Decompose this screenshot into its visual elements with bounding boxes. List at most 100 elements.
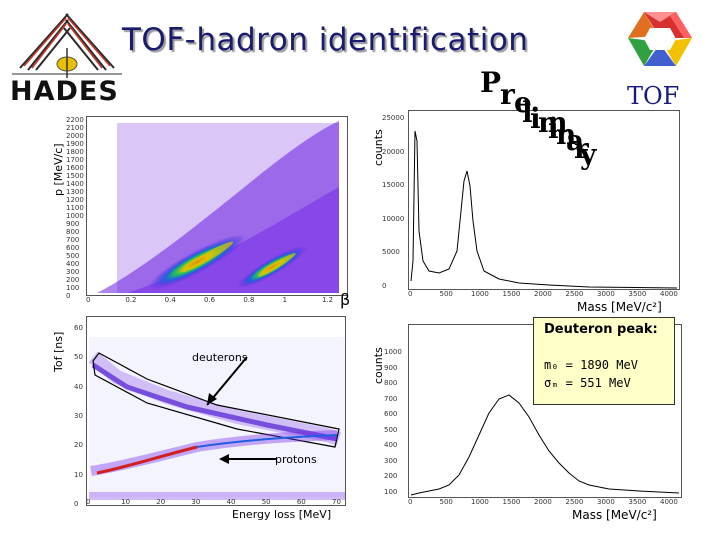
y-tick-label: 1000	[66, 212, 84, 220]
y-tick-label: 20	[74, 441, 83, 450]
x-tick-label: 3000	[597, 290, 615, 298]
y-tick-label: 1000	[384, 348, 402, 356]
x-tick-label: 500	[439, 498, 453, 506]
y-axis-label: p [MeV/c]	[52, 143, 65, 196]
x-tick-label: 3500	[628, 498, 647, 506]
y-tick-label: 800	[384, 379, 398, 388]
x-tick-label: 0.8	[243, 296, 255, 304]
x-tick-label: 0.2	[125, 296, 137, 304]
panel-tof-vs-energy-loss: Tof [ns] deuterons protons 60 50 40 30 20 10 0…	[50, 312, 350, 534]
y-tick-label: 50	[74, 353, 83, 362]
y-tick-label: 5000	[382, 248, 400, 257]
x-tick-label: 1500	[502, 498, 521, 506]
y-tick-label: 1400	[66, 180, 84, 188]
y-tick-label: 1100	[66, 204, 84, 212]
beta-momentum-scatter	[97, 121, 339, 293]
watermark-letter: P	[480, 66, 501, 99]
y-tick-label: 2000	[66, 132, 84, 140]
deuterons-label: deuterons	[192, 351, 248, 364]
deuteron-peak-info: Deuteron peak: m₀ = 1890 MeV σₘ = 551 Me…	[533, 317, 675, 405]
y-tick-label: 700	[384, 394, 398, 403]
x-tick-label: 50	[261, 498, 271, 506]
y-axis-label: Tof [ns]	[52, 331, 65, 372]
y-tick-label: 900	[66, 220, 80, 228]
plot-area: deuterons protons	[86, 316, 346, 506]
x-tick-label: 500	[439, 290, 453, 298]
info-sigma: σₘ = 551 MeV	[544, 376, 631, 390]
x-tick-label: 20	[156, 498, 166, 506]
y-tick-label: 1700	[66, 156, 84, 164]
panel-mass-histogram: counts 25000 20000 15000 10000 5000 0 0 500 100…	[372, 104, 682, 318]
x-tick-label: 4000	[660, 498, 678, 506]
x-tick-label: 0	[408, 290, 413, 298]
x-tick-label: 1000	[471, 290, 489, 298]
y-tick-label: 60	[74, 324, 83, 332]
tof-logo-text: TOF	[627, 82, 680, 110]
y-tick-label: 800	[66, 228, 80, 236]
y-tick-label: 2200	[66, 116, 84, 124]
y-tick-label: 2100	[66, 124, 84, 132]
info-mass: m₀ = 1890 MeV	[544, 358, 638, 372]
x-axis-label: β	[340, 290, 351, 309]
y-tick-label: 200	[66, 276, 80, 284]
x-axis-label: Mass [MeV/c²]	[577, 300, 662, 314]
y-tick-label: 1500	[66, 172, 84, 180]
x-tick-label: 3000	[597, 498, 615, 506]
x-tick-label: 60	[296, 498, 306, 506]
page-title: TOF-hadron identification	[122, 22, 529, 58]
mass-histogram-curve	[410, 130, 678, 289]
panel-momentum-vs-beta: p [MeV/c] 2200 2100 2000 1900 1800 1700 1600 15…	[50, 104, 350, 310]
x-tick-label: 30	[191, 498, 201, 506]
hades-emblem-icon	[12, 13, 122, 78]
y-tick-label: 10	[74, 470, 83, 479]
y-tick-label: 400	[66, 260, 80, 268]
deuteron-mass-histogram-curve	[410, 394, 680, 496]
y-tick-label: 10000	[382, 214, 405, 223]
y-tick-label: 900	[384, 363, 398, 372]
x-tick-label: 1.2	[322, 296, 334, 304]
x-tick-label: 70	[332, 498, 341, 506]
x-tick-label: 40	[226, 498, 236, 506]
y-tick-label: 1600	[66, 164, 84, 172]
tof-logo: TOF	[622, 8, 702, 110]
x-tick-label: 0.4	[164, 296, 176, 304]
tof-dedx-scatter	[88, 337, 345, 500]
x-axis-label: Mass [MeV/c²]	[572, 508, 657, 522]
y-tick-label: 1800	[66, 148, 84, 156]
x-tick-label: 1000	[471, 498, 489, 506]
y-tick-label: 1300	[66, 188, 84, 196]
y-tick-label: 1200	[66, 196, 84, 204]
y-tick-label: 300	[384, 456, 398, 465]
x-axis-label: Energy loss [MeV]	[232, 508, 332, 521]
y-tick-label: 400	[384, 441, 398, 450]
hades-logo-text: HADES	[10, 76, 119, 107]
x-tick-label: 0	[408, 498, 413, 506]
y-tick-label: 600	[384, 410, 398, 419]
x-tick-label: 4000	[660, 290, 678, 298]
x-tick-label: 2500	[565, 290, 584, 298]
y-tick-label: 40	[74, 382, 83, 391]
y-tick-label: 700	[66, 236, 80, 244]
x-tick-label: 1	[282, 296, 288, 304]
x-tick-label: 2500	[565, 498, 584, 506]
y-tick-label: 100	[66, 284, 80, 292]
y-tick-label: 0	[382, 282, 387, 290]
x-tick-label: 10	[121, 498, 131, 506]
y-tick-label: 200	[384, 472, 398, 481]
y-tick-label: 15000	[382, 181, 405, 190]
tof-hexagon-icon	[628, 12, 692, 66]
y-tick-label: 500	[384, 425, 398, 434]
y-tick-label: 20000	[382, 147, 405, 156]
x-tick-label: 3500	[628, 290, 647, 298]
x-tick-label: 0	[86, 498, 91, 506]
y-tick-label: 1900	[66, 140, 84, 148]
x-tick-label: 0	[86, 296, 91, 304]
x-tick-label: 1500	[502, 290, 521, 298]
plot-area	[86, 116, 348, 296]
y-tick-label: 600	[66, 244, 80, 252]
y-tick-label: 0	[66, 292, 71, 300]
y-tick-label: 30	[74, 412, 83, 420]
hades-logo: HADES	[8, 8, 126, 112]
x-tick-label: 2000	[534, 290, 552, 298]
y-tick-label: 0	[74, 500, 79, 508]
